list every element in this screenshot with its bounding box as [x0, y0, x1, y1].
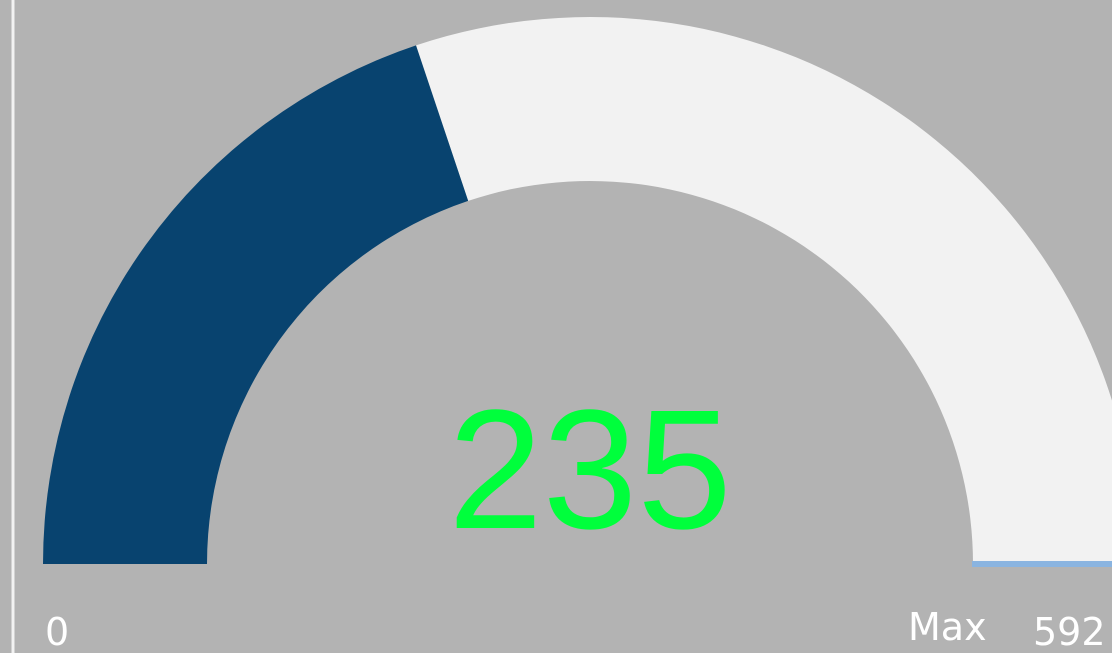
value-label: 235 — [448, 375, 732, 565]
gauge-fill — [43, 45, 469, 565]
max-prefix: Max — [908, 605, 987, 649]
min-label: 0 — [45, 610, 69, 653]
gauge — [43, 17, 1112, 565]
gauge-track — [416, 17, 1112, 564]
max-label: 592 — [1033, 610, 1106, 653]
